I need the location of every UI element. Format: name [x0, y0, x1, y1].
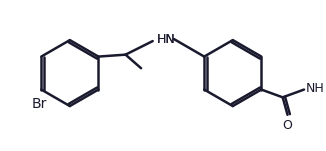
Text: O: O	[283, 119, 292, 132]
Text: HN: HN	[156, 33, 175, 46]
Text: NH: NH	[306, 82, 325, 95]
Text: HN: HN	[156, 33, 175, 46]
Text: Br: Br	[32, 97, 47, 111]
